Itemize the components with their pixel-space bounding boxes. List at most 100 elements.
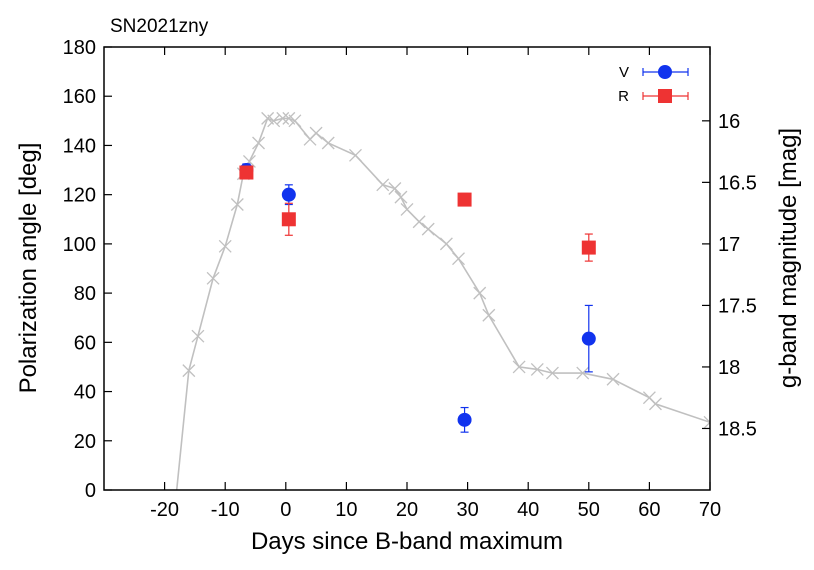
x-tick-label: 50 bbox=[578, 499, 600, 521]
point-R bbox=[239, 165, 254, 180]
lightcurve-marker-stroke bbox=[388, 182, 402, 195]
lightcurve-marker-stroke bbox=[267, 114, 281, 128]
lightcurve-line bbox=[175, 117, 710, 490]
x-tick-label: -10 bbox=[211, 499, 240, 521]
lightcurve-marker bbox=[576, 366, 590, 380]
lightcurve-marker-stroke bbox=[261, 111, 275, 125]
marker-V bbox=[281, 187, 296, 202]
lightcurve-marker-stroke bbox=[218, 239, 232, 253]
lightcurve-marker-stroke bbox=[576, 366, 590, 380]
lightcurve-marker bbox=[545, 366, 559, 380]
lightcurve-marker bbox=[452, 252, 465, 266]
point-V bbox=[457, 406, 472, 433]
lightcurve-marker-stroke bbox=[276, 111, 290, 125]
point-R bbox=[581, 233, 596, 262]
x-tick-label: 60 bbox=[638, 499, 660, 521]
y2-tick-label: 18.5 bbox=[718, 418, 757, 440]
lightcurve-marker bbox=[606, 372, 620, 386]
point-R bbox=[457, 192, 472, 207]
lightcurve-marker bbox=[309, 126, 323, 140]
lightcurve-marker bbox=[191, 329, 205, 343]
lightcurve-marker bbox=[252, 136, 265, 150]
x-tick-label: 30 bbox=[456, 499, 478, 521]
lightcurve-marker-stroke bbox=[376, 178, 390, 192]
marker-R bbox=[457, 192, 472, 207]
y-tick-label: 180 bbox=[63, 37, 96, 59]
lightcurve-marker-stroke bbox=[530, 362, 544, 376]
lightcurve-marker-stroke bbox=[545, 366, 559, 380]
y-tick-label: 60 bbox=[74, 332, 96, 354]
lightcurve-marker-stroke bbox=[349, 148, 362, 162]
lightcurve-marker-stroke bbox=[703, 421, 710, 429]
lightcurve-marker bbox=[473, 286, 487, 300]
lightcurve-marker-stroke bbox=[412, 215, 426, 229]
x-axis-label: Days since B-band maximum bbox=[251, 528, 563, 555]
lightcurve-marker-stroke bbox=[452, 252, 465, 266]
legend-entry-V: V bbox=[619, 64, 689, 81]
point-V bbox=[281, 184, 296, 206]
lightcurve-marker bbox=[349, 148, 362, 162]
y-tick-label: 120 bbox=[63, 185, 96, 207]
lightcurve-marker bbox=[400, 202, 414, 216]
point-V bbox=[581, 304, 596, 373]
lightcurve-marker bbox=[482, 308, 496, 322]
lightcurve-marker bbox=[276, 111, 290, 125]
lightcurve-marker-stroke bbox=[182, 364, 196, 378]
marker-R bbox=[281, 212, 296, 227]
lightcurve-marker-stroke bbox=[439, 237, 453, 251]
y-tick-label: 140 bbox=[63, 135, 96, 157]
lightcurve-marker-stroke bbox=[206, 271, 220, 285]
lightcurve-marker-stroke bbox=[512, 360, 526, 374]
lightcurve-marker-stroke bbox=[649, 397, 662, 411]
lightcurve-marker bbox=[218, 239, 232, 253]
lightcurve-marker bbox=[530, 362, 544, 376]
marker-V bbox=[457, 412, 472, 427]
lightcurve-marker bbox=[439, 237, 453, 251]
lightcurve-marker-stroke bbox=[191, 329, 205, 343]
lightcurve-marker-stroke bbox=[703, 415, 710, 424]
lightcurve-marker bbox=[412, 215, 426, 229]
x-tick-label: 0 bbox=[280, 499, 291, 521]
lightcurve-marker bbox=[703, 415, 710, 429]
y-tick-label: 100 bbox=[63, 234, 96, 256]
lightcurve-marker bbox=[267, 114, 281, 128]
y-tick-label: 40 bbox=[74, 382, 96, 404]
point-R bbox=[281, 202, 296, 236]
lightcurve-marker-stroke bbox=[394, 190, 408, 204]
marker-V bbox=[581, 331, 596, 346]
y-tick-label: 0 bbox=[85, 480, 96, 502]
chart-title: SN2021zny bbox=[110, 16, 209, 37]
legend: VR bbox=[618, 64, 689, 105]
x-tick-label: 40 bbox=[517, 499, 539, 521]
y2-tick-label: 16 bbox=[718, 111, 740, 133]
lightcurve-marker bbox=[649, 397, 662, 411]
lightcurve-marker-stroke bbox=[606, 372, 620, 386]
lightcurve-marker-stroke bbox=[309, 126, 323, 140]
lightcurve-marker-stroke bbox=[421, 222, 435, 236]
data-layer bbox=[239, 163, 596, 433]
lightcurve-marker-stroke bbox=[473, 286, 487, 300]
lightcurve-layer bbox=[175, 111, 710, 490]
legend-label-R: R bbox=[618, 88, 629, 105]
y-tick-label: 20 bbox=[74, 431, 96, 453]
y2-tick-label: 17.5 bbox=[718, 295, 757, 317]
lightcurve-marker bbox=[394, 190, 408, 204]
lightcurve-marker bbox=[388, 182, 402, 195]
ticks-layer: -20 -10 0 10 20 30 40 50 60 70 0 20 40 60 80 100 120 140 1… bbox=[63, 37, 757, 521]
lightcurve-marker bbox=[512, 360, 526, 374]
lightcurve-marker bbox=[421, 222, 435, 236]
lightcurve-marker bbox=[321, 136, 335, 150]
lightcurve-marker bbox=[206, 271, 220, 285]
legend-marker-R bbox=[658, 89, 672, 103]
y2-tick-label: 18 bbox=[718, 357, 740, 379]
x-tick-label: 10 bbox=[335, 499, 357, 521]
lightcurve-marker-stroke bbox=[321, 136, 335, 150]
legend-marker-V bbox=[658, 65, 672, 79]
lightcurve-marker bbox=[230, 198, 244, 211]
legend-entry-R: R bbox=[618, 88, 689, 105]
x-tick-label: 70 bbox=[699, 499, 721, 521]
marker-R bbox=[581, 240, 596, 255]
y2-axis-label: g-band magnitude [mag] bbox=[775, 128, 802, 388]
lightcurve-marker-stroke bbox=[642, 391, 656, 405]
